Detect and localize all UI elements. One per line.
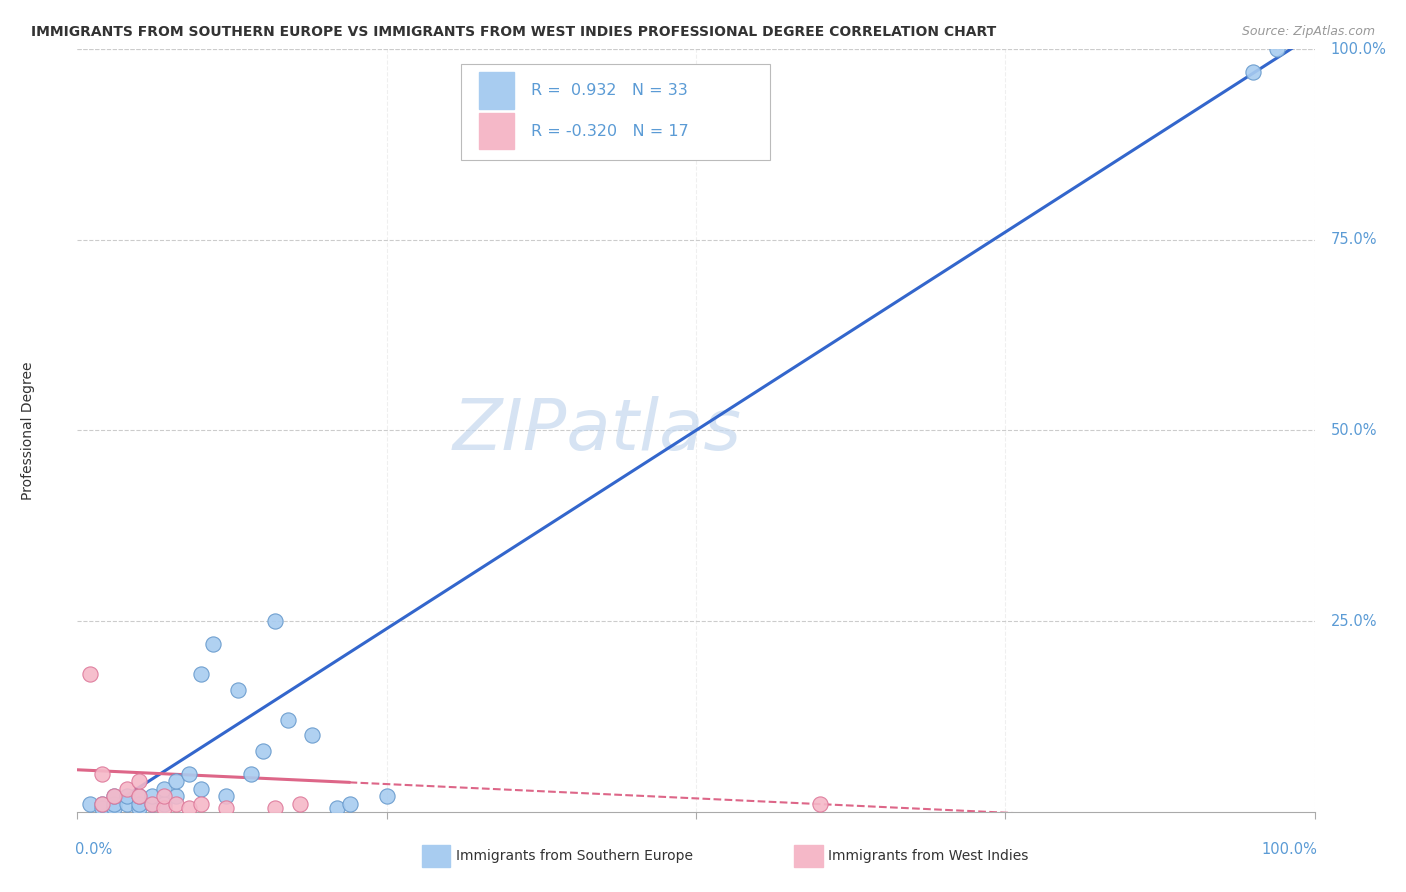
Point [128, 801, 150, 815]
Point [165, 797, 187, 811]
Point [141, 797, 163, 811]
Point [252, 744, 274, 758]
Point [177, 766, 200, 780]
Point [190, 781, 212, 796]
Text: Professional Degree: Professional Degree [21, 361, 35, 500]
Text: Immigrants from West Indies: Immigrants from West Indies [828, 849, 1029, 863]
Point [91, 797, 114, 811]
Point [153, 797, 176, 811]
Point [128, 789, 150, 804]
Point [808, 797, 831, 811]
Point [375, 789, 398, 804]
Point [190, 797, 212, 811]
Point [301, 728, 323, 742]
FancyBboxPatch shape [461, 64, 770, 160]
Point [103, 801, 125, 815]
Point [91, 766, 114, 780]
Point [190, 667, 212, 681]
Text: R =  0.932   N = 33: R = 0.932 N = 33 [531, 83, 688, 98]
Point [103, 789, 125, 804]
Point [141, 789, 163, 804]
Point [202, 637, 225, 651]
Point [264, 801, 287, 815]
Bar [479, 112, 515, 149]
Point [326, 801, 349, 815]
Point [91, 797, 114, 811]
Point [128, 797, 150, 811]
Text: 0.0%: 0.0% [75, 842, 112, 857]
Point [103, 789, 125, 804]
Point [165, 774, 187, 789]
Point [153, 781, 176, 796]
Point [264, 614, 287, 628]
Point [288, 797, 311, 811]
Point [153, 801, 176, 815]
Point [277, 713, 299, 727]
Point [128, 789, 150, 804]
Point [153, 789, 176, 804]
Point [79, 667, 101, 681]
Point [115, 797, 138, 811]
Text: 100.0%: 100.0% [1330, 42, 1386, 56]
Point [239, 766, 262, 780]
Text: 100.0%: 100.0% [1261, 842, 1317, 857]
Point [215, 801, 238, 815]
Text: 50.0%: 50.0% [1330, 423, 1378, 438]
Point [115, 789, 138, 804]
Point [1267, 42, 1289, 56]
Point [226, 682, 249, 697]
Point [177, 801, 200, 815]
Point [128, 774, 150, 789]
Point [115, 781, 138, 796]
Text: ZIPatlas: ZIPatlas [453, 396, 741, 465]
Point [91, 801, 114, 815]
Point [1241, 65, 1264, 79]
Point [215, 789, 238, 804]
Point [103, 797, 125, 811]
Text: 75.0%: 75.0% [1330, 232, 1378, 247]
Bar [479, 72, 515, 109]
Text: IMMIGRANTS FROM SOUTHERN EUROPE VS IMMIGRANTS FROM WEST INDIES PROFESSIONAL DEGR: IMMIGRANTS FROM SOUTHERN EUROPE VS IMMIG… [31, 25, 997, 39]
Point [339, 797, 361, 811]
Point [79, 797, 101, 811]
Text: R = -0.320   N = 17: R = -0.320 N = 17 [531, 124, 689, 138]
Text: Immigrants from Southern Europe: Immigrants from Southern Europe [456, 849, 693, 863]
Point [165, 789, 187, 804]
Text: 25.0%: 25.0% [1330, 614, 1378, 629]
Text: Source: ZipAtlas.com: Source: ZipAtlas.com [1241, 25, 1375, 38]
Point [141, 797, 163, 811]
